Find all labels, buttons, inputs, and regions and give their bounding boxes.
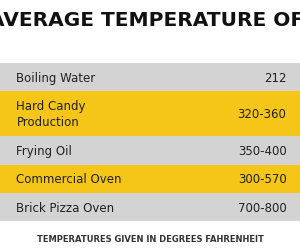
FancyBboxPatch shape xyxy=(0,64,300,92)
Text: AVERAGE TEMPERATURE OF:: AVERAGE TEMPERATURE OF: xyxy=(0,11,300,30)
FancyBboxPatch shape xyxy=(0,137,300,165)
Text: Commercial Oven: Commercial Oven xyxy=(16,172,122,186)
FancyBboxPatch shape xyxy=(0,193,300,221)
Text: Brick Pizza Oven: Brick Pizza Oven xyxy=(16,201,115,214)
Text: 350-400: 350-400 xyxy=(238,144,286,158)
Text: 300-570: 300-570 xyxy=(238,172,286,186)
FancyBboxPatch shape xyxy=(0,92,300,137)
Text: TEMPERATURES GIVEN IN DEGREES FAHRENHEIT: TEMPERATURES GIVEN IN DEGREES FAHRENHEIT xyxy=(37,234,263,243)
Text: Boiling Water: Boiling Water xyxy=(16,71,96,84)
FancyBboxPatch shape xyxy=(0,165,300,193)
Text: 320-360: 320-360 xyxy=(238,108,286,121)
Text: Frying Oil: Frying Oil xyxy=(16,144,72,158)
Text: 212: 212 xyxy=(264,71,286,84)
Text: 700-800: 700-800 xyxy=(238,201,286,214)
Text: Hard Candy
Production: Hard Candy Production xyxy=(16,100,86,129)
